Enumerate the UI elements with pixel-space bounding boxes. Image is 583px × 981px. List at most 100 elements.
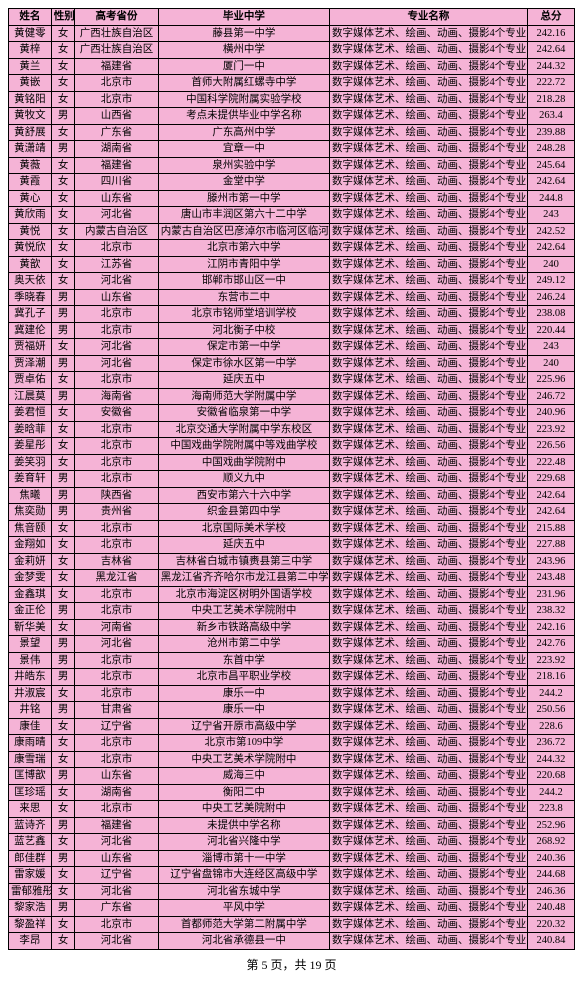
cell-major: 数字媒体艺术、绘画、动画、摄影4个专业 [329,669,527,686]
cell-prov: 甘肃省 [75,702,158,719]
cell-gender: 女 [51,586,75,603]
cell-score: 249.12 [527,273,574,290]
cell-school: 江阴市青阳中学 [158,256,329,273]
cell-score: 242.16 [527,25,574,42]
cell-school: 河北省承德县一中 [158,933,329,950]
cell-gender: 男 [51,306,75,323]
cell-school: 康乐一中 [158,702,329,719]
cell-major: 数字媒体艺术、绘画、动画、摄影4个专业 [329,603,527,620]
cell-major: 数字媒体艺术、绘画、动画、摄影4个专业 [329,108,527,125]
cell-prov: 河北省 [75,207,158,224]
cell-major: 数字媒体艺术、绘画、动画、摄影4个专业 [329,916,527,933]
cell-gender: 女 [51,157,75,174]
cell-gender: 女 [51,883,75,900]
cell-score: 223.8 [527,801,574,818]
cell-name: 贾泽潮 [9,355,52,372]
table-row: 黄嵌女北京市首师大附属红螺寺中学数字媒体艺术、绘画、动画、摄影4个专业222.7… [9,75,575,92]
cell-prov: 辽宁省 [75,867,158,884]
cell-prov: 湖南省 [75,141,158,158]
cell-name: 黄潇靖 [9,141,52,158]
cell-score: 228.6 [527,718,574,735]
cell-name: 金翔如 [9,537,52,554]
cell-name: 金正伦 [9,603,52,620]
cell-name: 黄舒展 [9,124,52,141]
cell-score: 244.8 [527,190,574,207]
cell-gender: 男 [51,850,75,867]
cell-school: 海南师范大学附属中学 [158,388,329,405]
cell-school: 保定市第一中学 [158,339,329,356]
cell-prov: 北京市 [75,801,158,818]
cell-gender: 女 [51,91,75,108]
table-row: 黄牧文男山西省考点未提供毕业中学名称数字媒体艺术、绘画、动画、摄影4个专业263… [9,108,575,125]
cell-major: 数字媒体艺术、绘画、动画、摄影4个专业 [329,355,527,372]
cell-score: 215.88 [527,520,574,537]
cell-name: 蓝艺鑫 [9,834,52,851]
cell-school: 宜章一中 [158,141,329,158]
cell-gender: 女 [51,834,75,851]
cell-prov: 广东省 [75,124,158,141]
cell-name: 姜晗菲 [9,421,52,438]
cell-score: 222.72 [527,75,574,92]
col-name: 姓名 [9,9,52,26]
cell-name: 焦奕勋 [9,504,52,521]
cell-score: 240 [527,355,574,372]
cell-name: 金莉妍 [9,553,52,570]
cell-prov: 河北省 [75,636,158,653]
cell-gender: 女 [51,339,75,356]
cell-gender: 男 [51,141,75,158]
cell-gender: 女 [51,916,75,933]
cell-major: 数字媒体艺术、绘画、动画、摄影4个专业 [329,834,527,851]
cell-name: 姜星彤 [9,438,52,455]
cell-gender: 女 [51,240,75,257]
cell-name: 贾卓佑 [9,372,52,389]
cell-major: 数字媒体艺术、绘画、动画、摄影4个专业 [329,256,527,273]
cell-gender: 男 [51,322,75,339]
cell-major: 数字媒体艺术、绘画、动画、摄影4个专业 [329,636,527,653]
cell-school: 北京市昌平职业学校 [158,669,329,686]
cell-gender: 女 [51,933,75,950]
cell-score: 242.64 [527,240,574,257]
cell-prov: 河南省 [75,619,158,636]
cell-prov: 北京市 [75,372,158,389]
cell-major: 数字媒体艺术、绘画、动画、摄影4个专业 [329,190,527,207]
cell-prov: 海南省 [75,388,158,405]
cell-score: 244.32 [527,58,574,75]
cell-name: 黄欣雨 [9,207,52,224]
col-major: 专业名称 [329,9,527,26]
student-table: 姓名 性别 高考省份 毕业中学 专业名称 总分 黄健零女广西壮族自治区藤县第一中… [8,8,575,950]
cell-name: 黄健零 [9,25,52,42]
cell-name: 季晓春 [9,289,52,306]
cell-major: 数字媒体艺术、绘画、动画、摄影4个专业 [329,421,527,438]
cell-prov: 北京市 [75,685,158,702]
cell-major: 数字媒体艺术、绘画、动画、摄影4个专业 [329,850,527,867]
cell-name: 姜育轩 [9,471,52,488]
cell-prov: 北京市 [75,240,158,257]
cell-school: 辽宁省开原市高级中学 [158,718,329,735]
cell-school: 延庆五中 [158,372,329,389]
table-row: 贾福妍女河北省保定市第一中学数字媒体艺术、绘画、动画、摄影4个专业243 [9,339,575,356]
cell-gender: 男 [51,652,75,669]
cell-school: 东营市二中 [158,289,329,306]
cell-major: 数字媒体艺术、绘画、动画、摄影4个专业 [329,652,527,669]
cell-prov: 北京市 [75,438,158,455]
cell-score: 244.2 [527,685,574,702]
cell-gender: 女 [51,190,75,207]
cell-name: 康雨晴 [9,735,52,752]
cell-major: 数字媒体艺术、绘画、动画、摄影4个专业 [329,768,527,785]
cell-school: 藤县第一中学 [158,25,329,42]
table-row: 景望男河北省沧州市第二中学数字媒体艺术、绘画、动画、摄影4个专业242.76 [9,636,575,653]
cell-major: 数字媒体艺术、绘画、动画、摄影4个专业 [329,553,527,570]
cell-major: 数字媒体艺术、绘画、动画、摄影4个专业 [329,867,527,884]
cell-score: 242.64 [527,42,574,59]
cell-name: 景伟 [9,652,52,669]
col-score: 总分 [527,9,574,26]
cell-major: 数字媒体艺术、绘画、动画、摄影4个专业 [329,223,527,240]
cell-major: 数字媒体艺术、绘画、动画、摄影4个专业 [329,438,527,455]
cell-name: 黄歆 [9,256,52,273]
cell-name: 黄梓 [9,42,52,59]
cell-gender: 女 [51,784,75,801]
table-row: 景伟男北京市东首中学数字媒体艺术、绘画、动画、摄影4个专业223.92 [9,652,575,669]
cell-gender: 男 [51,669,75,686]
cell-school: 黑龙江省齐齐哈尔市龙江县第二中学 [158,570,329,587]
cell-gender: 男 [51,636,75,653]
